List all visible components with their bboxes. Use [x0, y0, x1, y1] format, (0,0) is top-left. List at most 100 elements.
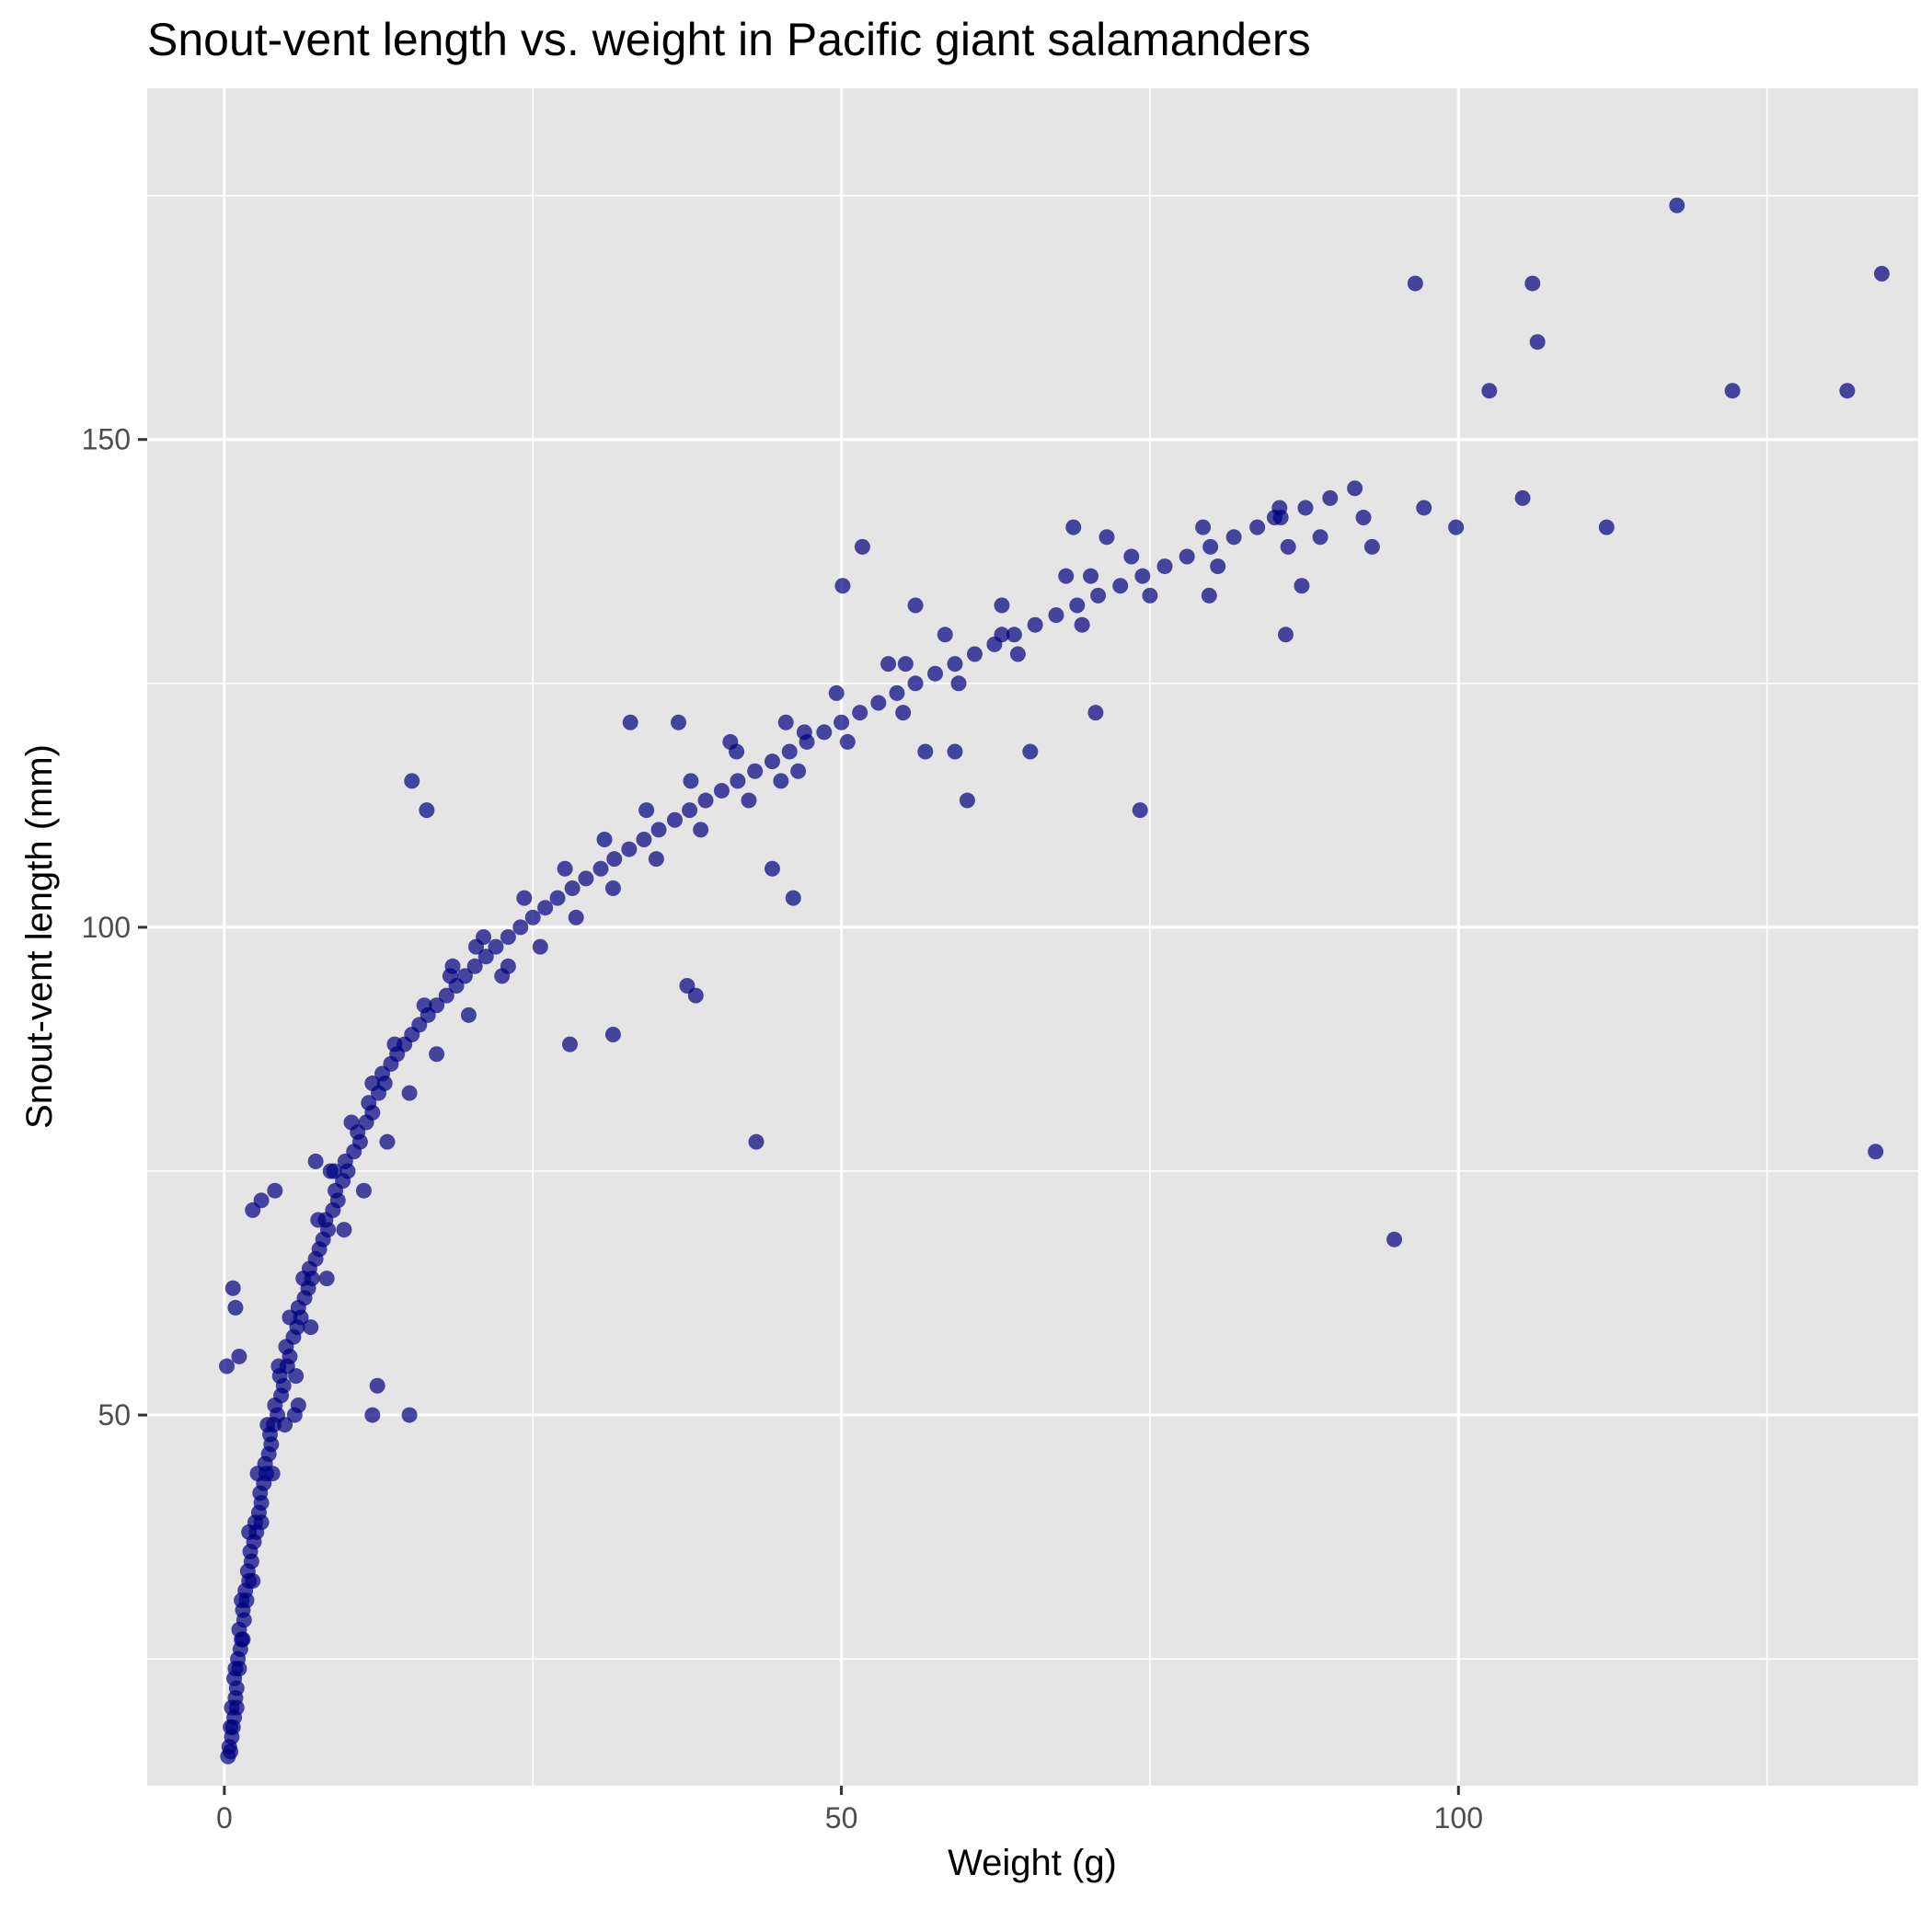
data-point [500, 929, 516, 945]
data-point [839, 733, 856, 750]
data-point [524, 909, 541, 926]
data-point [895, 705, 912, 721]
data-point [516, 890, 533, 906]
data-point [1280, 538, 1296, 555]
data-point [622, 714, 638, 730]
data-point [834, 714, 850, 730]
data-point [907, 675, 924, 692]
data-point [604, 880, 621, 896]
data-point [442, 968, 458, 984]
y-axis-title: Snout-vent length (mm) [19, 744, 60, 1129]
data-point [290, 1397, 306, 1413]
data-point [1407, 275, 1423, 292]
data-point [219, 1358, 236, 1374]
data-point [1448, 519, 1465, 535]
data-point [1297, 500, 1314, 516]
data-point [796, 724, 812, 741]
data-point [1098, 529, 1115, 546]
data-point [816, 724, 833, 741]
major-gridlines [147, 88, 1918, 1786]
x-tick-label: 100 [1434, 1801, 1483, 1834]
data-point [1355, 510, 1372, 526]
data-point [1048, 607, 1064, 624]
data-point [713, 782, 730, 799]
data-point [404, 773, 420, 789]
data-point [227, 1661, 244, 1677]
data-point [1027, 616, 1043, 633]
data-point [282, 1309, 298, 1326]
data-point [267, 1182, 283, 1199]
data-point [468, 938, 484, 955]
data-point [687, 987, 704, 1004]
data-point [834, 578, 851, 594]
data-point [500, 958, 516, 974]
x-tick-label: 0 [216, 1801, 233, 1834]
data-point [460, 1006, 477, 1023]
data-point [235, 1631, 251, 1648]
data-point [295, 1271, 312, 1287]
data-point [917, 743, 934, 760]
data-point [730, 773, 746, 789]
data-point [1112, 578, 1129, 594]
data-point [785, 890, 801, 906]
data-point [781, 743, 798, 760]
data-point [419, 802, 435, 819]
data-point [234, 1593, 250, 1609]
data-point [361, 1095, 377, 1111]
data-point [322, 1163, 339, 1179]
data-point [228, 1699, 245, 1716]
data-point [747, 763, 764, 779]
data-point [1195, 519, 1212, 535]
data-point [1142, 587, 1158, 604]
data-point [870, 695, 887, 711]
data-point [1083, 568, 1099, 584]
data-point [364, 1407, 381, 1423]
data-point [1347, 480, 1363, 497]
data-point [748, 1133, 765, 1150]
data-point [578, 870, 594, 887]
data-point [854, 538, 870, 555]
data-point [1156, 558, 1173, 575]
data-point [561, 1036, 578, 1052]
data-point [604, 1027, 621, 1043]
data-point [1839, 383, 1856, 399]
data-point [1069, 597, 1086, 614]
data-point [1598, 519, 1615, 535]
data-points [219, 197, 1890, 1765]
y-tick-label: 150 [82, 423, 131, 456]
data-point [1724, 383, 1741, 399]
data-point [1132, 802, 1148, 819]
x-tick-label: 50 [825, 1801, 858, 1834]
data-point [1278, 627, 1294, 643]
data-point [1363, 538, 1380, 555]
data-point [549, 890, 566, 906]
data-point [636, 831, 652, 847]
data-point [264, 1466, 281, 1482]
chart-title: Snout-vent length vs. weight in Pacific … [147, 14, 1311, 65]
data-point [650, 822, 667, 838]
data-point [994, 597, 1010, 614]
data-point [777, 714, 794, 730]
data-point [1090, 587, 1107, 604]
data-point [355, 1182, 372, 1199]
data-point [937, 627, 953, 643]
data-point [1514, 489, 1531, 506]
data-point [697, 792, 714, 809]
data-point [959, 792, 975, 809]
x-axis-title: Weight (g) [948, 1843, 1117, 1883]
data-point [683, 773, 699, 789]
data-point [537, 900, 554, 916]
data-point [227, 1299, 244, 1316]
data-point [947, 743, 963, 760]
data-point [648, 851, 664, 868]
data-point [438, 987, 454, 1004]
data-point [592, 860, 609, 877]
y-tick-label: 100 [82, 911, 131, 944]
data-point [927, 665, 944, 682]
data-point [223, 1743, 239, 1760]
data-point [1006, 627, 1022, 643]
data-point [1669, 197, 1685, 213]
data-point [773, 773, 789, 789]
data-point [1873, 265, 1890, 282]
data-point [270, 1358, 287, 1374]
